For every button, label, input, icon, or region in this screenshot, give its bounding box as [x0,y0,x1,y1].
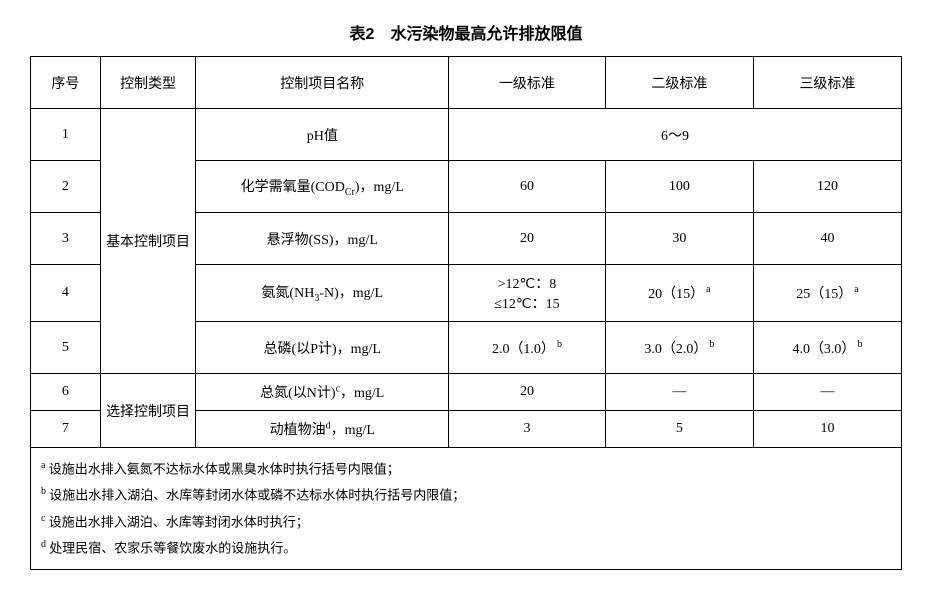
table-row: 6 选择控制项目 总氮(以N计)c，mg/L 20 — — [31,374,902,411]
cell-s2: 100 [605,161,753,213]
table-row: 1 基本控制项目 pH值 6～9 [31,109,902,161]
cell-s2: 5 [605,411,753,448]
note-c: c 设施出水排入湖泊、水库等封闭水体时执行； [41,509,891,535]
cell-merged: 6～9 [449,109,902,161]
cell-s1: >12℃：8≤12℃：15 [449,265,606,322]
cell-ctrl-basic: 基本控制项目 [100,109,196,374]
cell-s2: 20（15）a [605,265,753,322]
note-b: b 设施出水排入湖泊、水库等封闭水体或磷不达标水体时执行括号内限值； [41,482,891,508]
cell-seq: 6 [31,374,101,411]
note-a: a 设施出水排入氨氮不达标水体或黑臭水体时执行括号内限值； [41,456,891,482]
cell-item: 化学需氧量(CODCr)，mg/L [196,161,449,213]
cell-s3: 40 [753,213,901,265]
cell-s1: 2.0（1.0）b [449,322,606,374]
note-d: d 处理民宿、农家乐等餐饮废水的设施执行。 [41,535,891,561]
cell-item: pH值 [196,109,449,161]
cell-item: 悬浮物(SS)，mg/L [196,213,449,265]
notes-row: a 设施出水排入氨氮不达标水体或黑臭水体时执行括号内限值； b 设施出水排入湖泊… [31,448,902,570]
table-title: 表2 水污染物最高允许排放限值 [30,20,902,44]
cell-s3: 4.0（3.0）b [753,322,901,374]
h-type: 控制类型 [100,57,196,109]
cell-seq: 4 [31,265,101,322]
cell-s3: 120 [753,161,901,213]
cell-s2: 3.0（2.0）b [605,322,753,374]
limits-table: 序号 控制类型 控制项目名称 一级标准 二级标准 三级标准 1 基本控制项目 p… [30,56,902,570]
cell-s3: 25（15）a [753,265,901,322]
h-s2: 二级标准 [605,57,753,109]
cell-item: 总氮(以N计)c，mg/L [196,374,449,411]
h-name: 控制项目名称 [196,57,449,109]
cell-seq: 7 [31,411,101,448]
h-s1: 一级标准 [449,57,606,109]
cell-s2: 30 [605,213,753,265]
cell-item: 总磷(以P计)，mg/L [196,322,449,374]
cell-s2: — [605,374,753,411]
cell-seq: 1 [31,109,101,161]
notes-cell: a 设施出水排入氨氮不达标水体或黑臭水体时执行括号内限值； b 设施出水排入湖泊… [31,448,902,570]
cell-seq: 2 [31,161,101,213]
h-seq: 序号 [31,57,101,109]
cell-item: 氨氮(NH3-N)，mg/L [196,265,449,322]
cell-s1: 60 [449,161,606,213]
cell-s1: 3 [449,411,606,448]
cell-s1: 20 [449,213,606,265]
cell-ctrl-select: 选择控制项目 [100,374,196,448]
cell-s1: 20 [449,374,606,411]
header-row: 序号 控制类型 控制项目名称 一级标准 二级标准 三级标准 [31,57,902,109]
cell-s3: — [753,374,901,411]
cell-seq: 3 [31,213,101,265]
cell-s3: 10 [753,411,901,448]
h-s3: 三级标准 [753,57,901,109]
cell-seq: 5 [31,322,101,374]
cell-item: 动植物油d，mg/L [196,411,449,448]
